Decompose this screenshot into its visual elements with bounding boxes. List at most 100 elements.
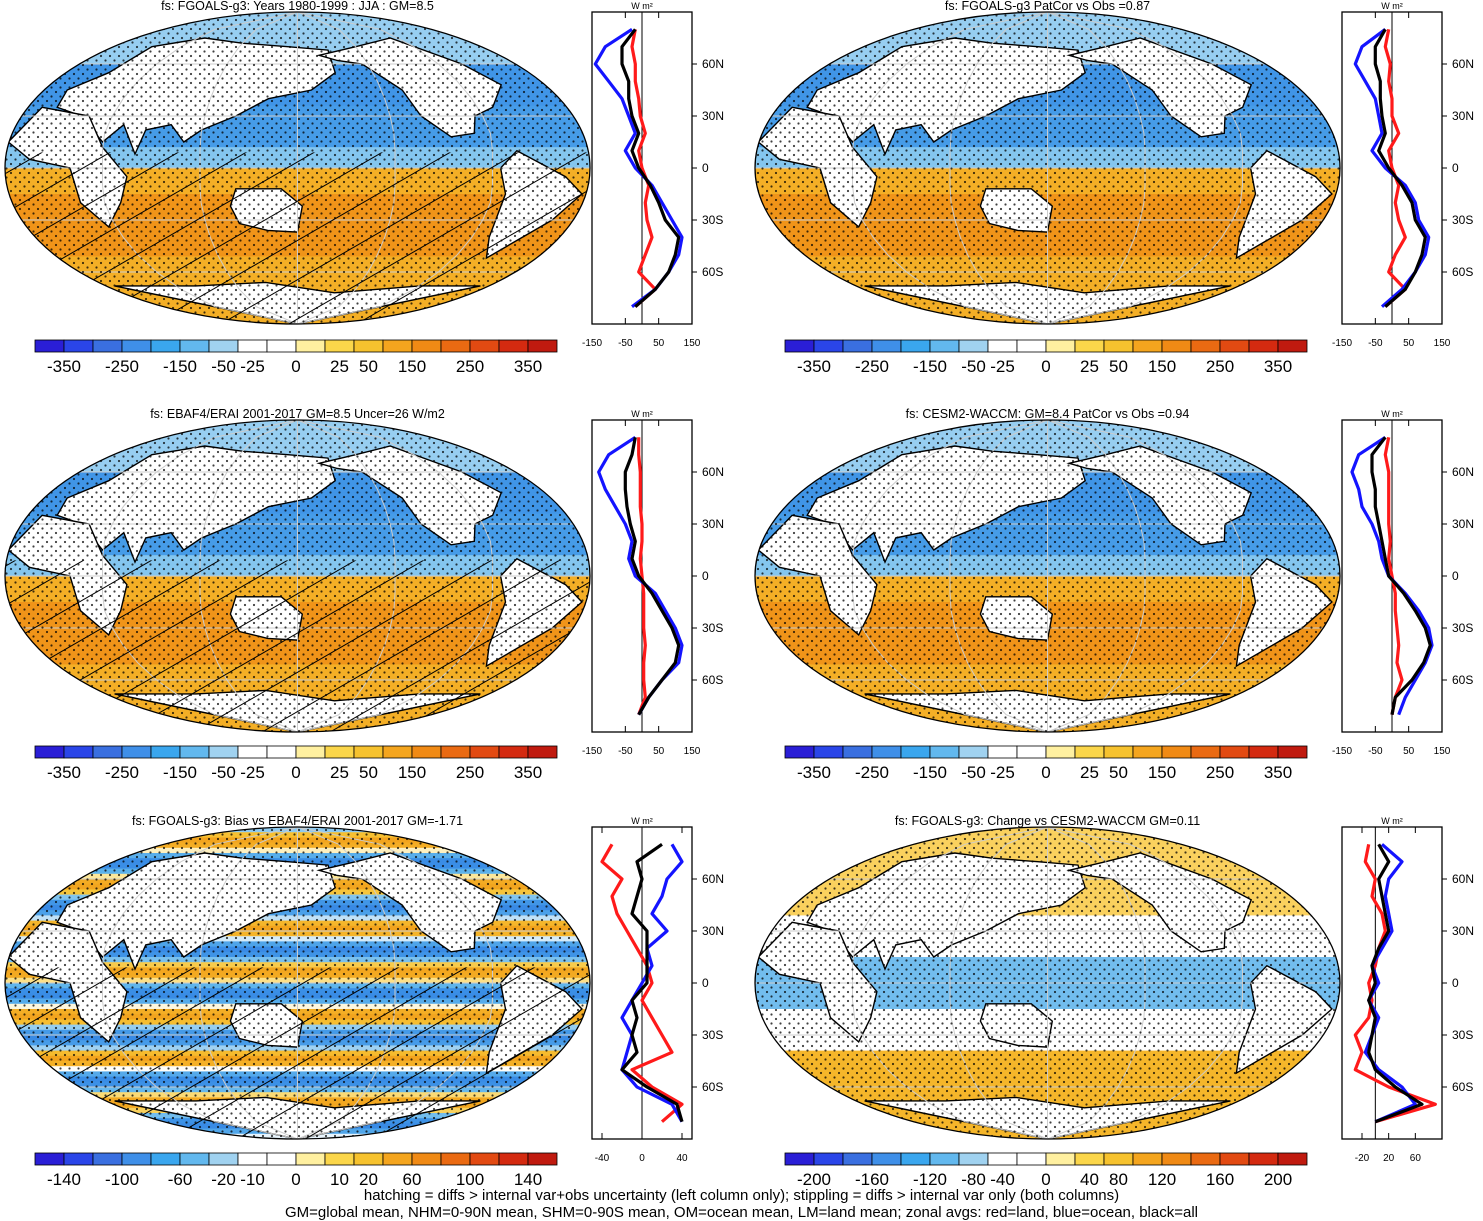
colorbar-label: 25: [1080, 763, 1099, 782]
zonal-line-all: [620, 28, 681, 308]
colorbar-label: -80: [961, 1170, 986, 1189]
colorbar-swatch: [1190, 1152, 1221, 1166]
colorbar-label: -25: [990, 357, 1015, 376]
colorbar-swatch: [900, 745, 931, 759]
colorbar-label: -25: [240, 763, 265, 782]
colorbar-label: -350: [797, 357, 831, 376]
zonal-ytick-label: 60S: [1452, 265, 1473, 279]
colorbar-label: -350: [797, 763, 831, 782]
zonal-ytick-label: 60N: [702, 465, 724, 479]
colorbar-label: -50: [961, 357, 986, 376]
footer-line-1: hatching = diffs > internal var+obs unce…: [363, 1187, 1120, 1204]
zonal-xtick-label: -40: [595, 1153, 610, 1164]
zonal-line-land: [1383, 28, 1407, 308]
colorbar-swatch: [1103, 745, 1134, 759]
colorbar-swatch: [1161, 339, 1192, 353]
colorbar-label: 0: [291, 357, 300, 376]
zonal-line-ocean: [1363, 843, 1417, 1124]
world-map: [755, 827, 1340, 1139]
colorbar-swatch: [121, 339, 152, 353]
colorbar-label: 60: [403, 1170, 422, 1189]
map-border: [754, 419, 1341, 733]
colorbar-label: 350: [1264, 357, 1292, 376]
colorbar-label: -250: [855, 763, 889, 782]
colorbar-swatch: [237, 745, 268, 759]
zonal-xtick-label: 20: [1383, 1153, 1395, 1164]
colorbar-label: -100: [105, 1170, 139, 1189]
zonal-unit-label: W m²: [1381, 409, 1403, 419]
colorbar-swatch: [63, 1152, 94, 1166]
colorbar-swatch: [929, 339, 960, 353]
colorbar-swatch: [324, 1152, 355, 1166]
colorbar-label: -10: [240, 1170, 265, 1189]
zonal-unit-label: W m²: [631, 1, 653, 11]
zonal-ytick-label: 30N: [1452, 109, 1474, 123]
colorbar-label: -120: [913, 1170, 947, 1189]
colorbar-label: 80: [1109, 1170, 1128, 1189]
colorbar-swatch: [179, 745, 210, 759]
colorbar-swatch: [295, 339, 326, 353]
colorbar-swatch: [842, 1152, 873, 1166]
colorbar-swatch: [237, 339, 268, 353]
zonal-xtick-label: 150: [684, 746, 701, 757]
colorbar-swatch: [929, 1152, 960, 1166]
zonal-line-all: [623, 437, 681, 716]
colorbar-swatch: [527, 745, 558, 759]
zonal-panel: W m² -150 -50 50 150 60N 30N 0 30S 60S: [1332, 409, 1474, 757]
zonal-unit-label: W m²: [631, 409, 653, 419]
zonal-line-all: [1373, 28, 1427, 308]
colorbar-swatch: [958, 745, 989, 759]
colorbar-swatch: [1219, 1152, 1250, 1166]
colorbar-swatch: [63, 339, 94, 353]
colorbar-swatch: [1016, 1152, 1047, 1166]
colorbar-swatch: [353, 1152, 384, 1166]
zonal-ytick-label: 30N: [1452, 517, 1474, 531]
zonal-unit-label: W m²: [631, 816, 653, 826]
zonal-ytick-label: 0: [1452, 569, 1459, 583]
colorbar-swatch: [63, 745, 94, 759]
zonal-line-all: [1367, 843, 1424, 1124]
colorbar-label: 25: [330, 357, 349, 376]
colorbar-label: 0: [291, 763, 300, 782]
zonal-ytick-label: 30N: [1452, 924, 1474, 938]
zonal-ytick-label: 60N: [702, 872, 724, 886]
zonal-ytick-label: 30N: [702, 517, 724, 531]
zonal-ytick-label: 0: [702, 569, 709, 583]
map-title: fs: EBAF4/ERAI 2001-2017 GM=8.5 Uncer=26…: [150, 407, 445, 421]
zonal-unit-label: W m²: [1381, 1, 1403, 11]
zonal-ytick-label: 0: [702, 161, 709, 175]
colorbar-swatch: [1219, 745, 1250, 759]
colorbar-swatch: [411, 745, 442, 759]
zonal-ytick-label: 30S: [702, 1028, 723, 1042]
colorbar-swatch: [498, 339, 529, 353]
zonal-line-land: [600, 843, 684, 1123]
panel-1: fs: FGOALS-g3: Years 1980-1999 : JJA : G…: [4, 0, 724, 376]
colorbar-label: -50: [211, 357, 236, 376]
colorbar-label: 140: [514, 1170, 542, 1189]
colorbar-swatch: [1045, 745, 1076, 759]
colorbar-swatch: [150, 1152, 181, 1166]
zonal-ytick-label: 30S: [1452, 213, 1473, 227]
colorbar-label: 25: [1080, 357, 1099, 376]
colorbar-swatch: [150, 339, 181, 353]
map-title: fs: FGOALS-g3: Bias vs EBAF4/ERAI 2001-2…: [132, 814, 463, 828]
footer-line-2: GM=global mean, NHM=0-90N mean, SHM=0-90…: [284, 1204, 1198, 1221]
world-map: [755, 12, 1340, 324]
colorbar-swatch: [1132, 745, 1163, 759]
zonal-line-ocean: [620, 843, 684, 1123]
zonal-line-land: [1383, 436, 1404, 715]
zonal-panel: W m² -150 -50 50 150 60N 30N 0 30S 60S: [582, 409, 724, 757]
colorbar-swatch: [987, 1152, 1018, 1166]
colorbar-label: 120: [1148, 1170, 1176, 1189]
colorbar-swatch: [929, 745, 960, 759]
zonal-xtick-label: -50: [618, 746, 633, 757]
colorbar-swatch: [1190, 745, 1221, 759]
colorbar-label: -20: [211, 1170, 236, 1189]
zonal-xtick-label: 150: [1434, 338, 1451, 349]
colorbar-label: 25: [330, 763, 349, 782]
colorbar-swatch: [1045, 1152, 1076, 1166]
panel-2: fs: FGOALS-g3 PatCor vs Obs =0.87 -350 -25…: [754, 0, 1474, 376]
zonal-ytick-label: 30N: [702, 109, 724, 123]
colorbar-swatch: [1016, 339, 1047, 353]
